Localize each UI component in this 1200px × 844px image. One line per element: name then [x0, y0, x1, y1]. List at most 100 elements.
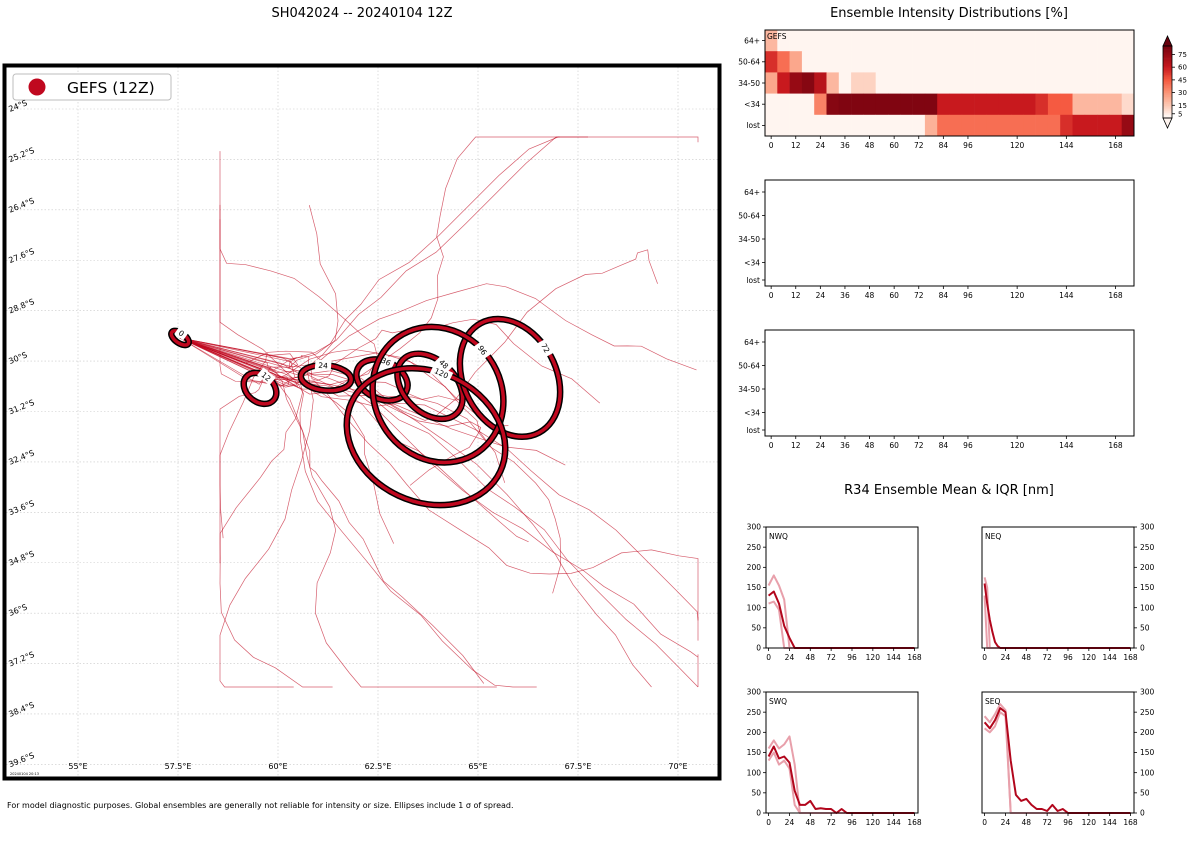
- x-tick-label: 144: [1059, 141, 1074, 150]
- heatmap-cell: [1047, 51, 1061, 73]
- heatmap-cell: [789, 114, 803, 137]
- row-tick-label: 34-50: [738, 79, 760, 88]
- heatmap-cell: [974, 93, 987, 116]
- ensemble-track: [179, 337, 652, 688]
- x-tick-label: 0: [766, 818, 771, 827]
- colorbar-tick-label: 75: [1178, 51, 1187, 59]
- heatmap-panel-2: 64+ 50-64 34-50 <34 lost 0 12 24 36 48 60 72 84 96 120…: [738, 329, 1135, 450]
- colorbar-segment: [1163, 87, 1172, 90]
- heatmap-cell: [1072, 30, 1086, 52]
- heatmap-cell: [888, 30, 901, 52]
- colorbar-segment: [1163, 47, 1172, 50]
- y-tick-label: 100: [1140, 768, 1155, 777]
- colorbar-segment: [1163, 76, 1172, 79]
- heatmap-cell: [949, 114, 963, 137]
- ensemble-track: [179, 337, 497, 688]
- heatmap-cell: [961, 114, 975, 137]
- heatmap-cell: [801, 30, 815, 52]
- x-tick-label: 72: [826, 818, 836, 827]
- legend-marker: [28, 78, 46, 96]
- r34-mean-line: [767, 745, 915, 814]
- x-tick-label: 60: [889, 291, 899, 300]
- colorbar-segment: [1163, 112, 1172, 115]
- heatmap-cell: [1121, 30, 1135, 52]
- heatmap-cell: [777, 114, 790, 137]
- heatmap-cell: [1011, 72, 1024, 94]
- heatmap-panel-label: GEFS: [767, 32, 787, 41]
- heatmap-cell: [1011, 51, 1024, 73]
- heatmap-cell: [875, 114, 889, 137]
- colorbar-tick-label: 15: [1178, 102, 1187, 110]
- x-tick-label: 48: [865, 441, 875, 450]
- r34-panel-swq: SWQ 0 24 48 72 96 120 144 168 0 50 100 150 200 250 300: [747, 688, 922, 827]
- x-tick-label: 24: [816, 291, 826, 300]
- heatmap-cell: [1097, 114, 1110, 137]
- x-tick-label: 72: [1042, 653, 1052, 662]
- heatmap-cell: [1121, 72, 1135, 94]
- colorbar-segment: [1163, 110, 1172, 113]
- r34-background: [982, 527, 1134, 648]
- heatmap-cell: [1060, 72, 1073, 94]
- heatmap-cell: [851, 93, 864, 116]
- lon-tick-label: 60°E: [268, 762, 287, 771]
- heatmap-cell: [875, 30, 889, 52]
- colorbar-segment: [1163, 78, 1172, 81]
- y-tick-label: 0: [1140, 809, 1145, 818]
- heatmap-cell: [1060, 114, 1073, 137]
- y-tick-label: 250: [747, 543, 762, 552]
- heatmap-cell: [1097, 72, 1110, 94]
- heatmap-cell: [875, 93, 889, 116]
- heatmap-cell: [875, 51, 889, 73]
- heatmap-cell: [1060, 30, 1073, 52]
- x-tick-label: 120: [1082, 653, 1097, 662]
- r34-panel-label: SWQ: [769, 697, 787, 706]
- heatmap-cell: [1047, 114, 1061, 137]
- colorbar-segment: [1163, 80, 1172, 83]
- heatmap-cell: [937, 51, 950, 73]
- x-tick-label: 96: [1063, 653, 1073, 662]
- x-tick-label: 36: [840, 291, 850, 300]
- ensemble-track: [179, 337, 395, 544]
- ellipse-label: 24: [318, 361, 329, 371]
- x-tick-label: 84: [939, 141, 949, 150]
- row-tick-label: 50-64: [738, 58, 760, 67]
- heatmap-cell: [1023, 30, 1036, 52]
- colorbar-segment: [1163, 64, 1172, 67]
- colorbar-segment: [1163, 67, 1172, 70]
- x-tick-label: 120: [1010, 441, 1025, 450]
- heatmap-cell: [1060, 51, 1073, 73]
- heatmap-cell: [1047, 30, 1061, 52]
- heatmap-cell: [838, 30, 852, 52]
- heatmap-cell: [900, 93, 913, 116]
- heatmap-cell: [888, 72, 901, 94]
- forecast-ellipse-24: 24: [297, 359, 355, 394]
- heatmap-cell: [863, 114, 876, 137]
- heatmap-cell: [814, 51, 827, 73]
- x-tick-label: 24: [785, 818, 795, 827]
- ellipse-ring: [370, 325, 506, 465]
- y-tick-label: 200: [1140, 728, 1155, 737]
- x-tick-label: 60: [889, 441, 899, 450]
- ellipse-ring: [458, 317, 562, 439]
- heatmap-cell: [1109, 114, 1122, 137]
- heatmap-cell: [863, 93, 876, 116]
- colorbar-segment: [1163, 91, 1172, 94]
- heatmap-cell: [826, 30, 840, 52]
- legend-label: GEFS (12Z): [67, 79, 155, 97]
- x-tick-label: 144: [1059, 291, 1074, 300]
- x-tick-label: 48: [806, 818, 816, 827]
- r34-panel-label: NWQ: [769, 532, 788, 541]
- lon-tick-label: 57.5°E: [165, 762, 192, 771]
- heatmap-cell: [1035, 72, 1049, 94]
- colorbar-extend-bottom: [1162, 117, 1173, 129]
- heatmap-cell: [974, 72, 987, 94]
- colorbar-segment: [1163, 82, 1172, 85]
- heatmap-frame: [764, 329, 1135, 437]
- heatmap-cell: [900, 114, 913, 137]
- x-tick-label: 120: [866, 653, 881, 662]
- heatmap-cell: [949, 93, 963, 116]
- heatmap-title: Ensemble Intensity Distributions [%]: [830, 6, 1068, 21]
- lon-tick-label: 70°E: [668, 762, 687, 771]
